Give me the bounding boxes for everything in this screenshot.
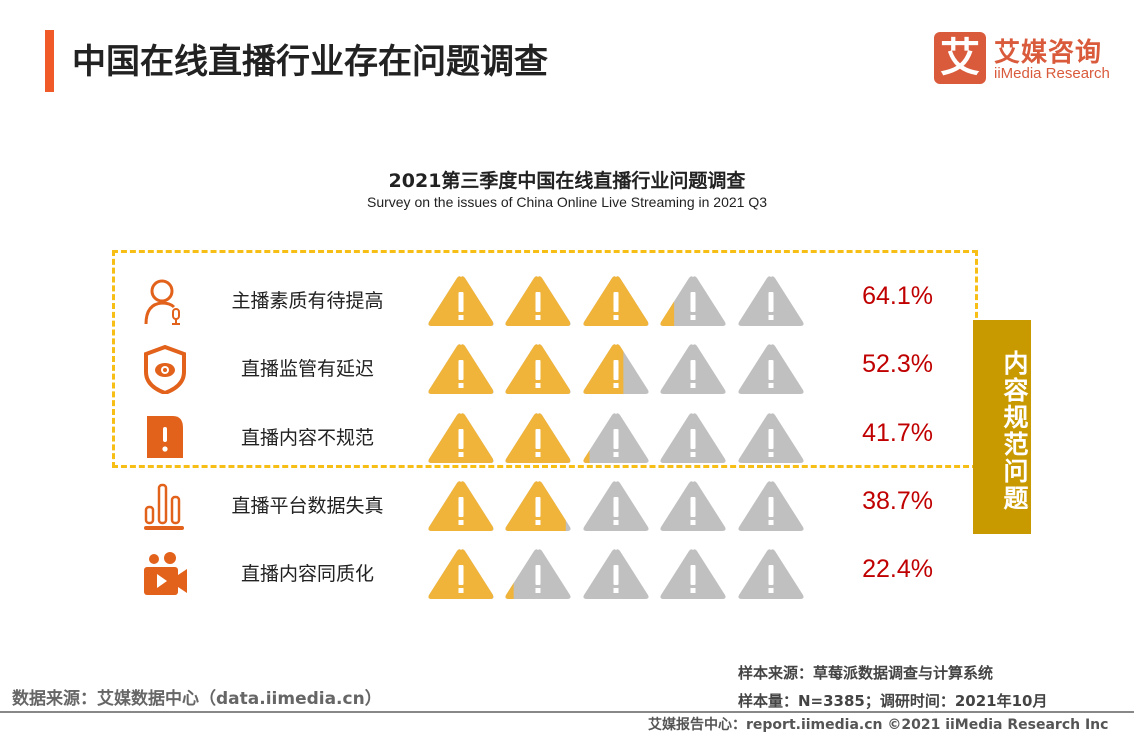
bar-chart-icon xyxy=(140,481,190,531)
chart-subtitle: Survey on the issues of China Online Liv… xyxy=(366,194,767,210)
warning-triangle-icon xyxy=(659,343,727,395)
warning-triangle-icon xyxy=(504,412,572,464)
warning-triangle-icon xyxy=(427,548,495,600)
value-label: 38.7% xyxy=(862,487,933,515)
warning-triangle-icon xyxy=(582,343,650,395)
pictograph-row: 直播内容同质化 22.4% xyxy=(0,543,1134,603)
category-label: 主播素质有待提高 xyxy=(231,290,384,312)
data-source: 数据来源：艾媒数据中心（data.iimedia.cn） xyxy=(12,689,382,709)
warning-triangle-icon xyxy=(659,412,727,464)
category-label: 直播内容不规范 xyxy=(240,427,374,449)
value-label: 41.7% xyxy=(862,419,933,447)
warning-triangle-icon xyxy=(504,480,572,532)
warning-triangle-icon xyxy=(427,480,495,532)
value-label: 52.3% xyxy=(862,350,933,378)
category-label: 直播平台数据失真 xyxy=(231,495,384,517)
warning-triangle-icon xyxy=(659,275,727,327)
logo-name-cn: 艾媒咨询 xyxy=(994,38,1103,68)
warning-triangle-icon xyxy=(427,275,495,327)
warning-triangle-icon xyxy=(659,480,727,532)
video-camera-icon xyxy=(140,549,190,599)
footer-divider xyxy=(0,711,1134,713)
warning-triangle-icon xyxy=(737,548,805,600)
logo-name-en: iiMedia Research xyxy=(994,65,1110,82)
warning-triangle-icon xyxy=(737,275,805,327)
chart-title: 2021第三季度中国在线直播行业问题调查 xyxy=(388,170,746,192)
page-title: 中国在线直播行业存在问题调查 xyxy=(72,42,548,82)
warning-triangle-icon xyxy=(737,480,805,532)
value-label: 22.4% xyxy=(862,555,933,583)
warning-triangle-icon xyxy=(427,343,495,395)
warning-triangle-icon xyxy=(582,548,650,600)
warning-triangle-icon xyxy=(504,343,572,395)
person-mic-icon xyxy=(140,276,190,326)
category-label: 直播监管有延迟 xyxy=(240,358,374,380)
warning-triangle-icon xyxy=(659,548,727,600)
warning-triangle-icon xyxy=(582,412,650,464)
warning-triangle-icon xyxy=(504,548,572,600)
warning-triangle-icon xyxy=(427,412,495,464)
alert-doc-icon xyxy=(140,413,190,463)
warning-triangle-icon xyxy=(737,412,805,464)
sample-info: 样本量：N=3385；调研时间：2021年10月 xyxy=(738,692,1048,710)
pictograph-row: 直播内容不规范 41.7% xyxy=(0,407,1134,467)
warning-triangle-icon xyxy=(582,480,650,532)
value-label: 64.1% xyxy=(862,282,933,310)
warning-triangle-icon xyxy=(582,275,650,327)
copyright: 艾媒报告中心：report.iimedia.cn ©2021 iiMedia R… xyxy=(648,717,1109,733)
warning-triangle-icon xyxy=(737,343,805,395)
warning-triangle-icon xyxy=(504,275,572,327)
category-label: 直播内容同质化 xyxy=(240,563,374,585)
logo-mark: 艾 xyxy=(934,32,986,84)
pictograph-row: 直播监管有延迟 52.3% xyxy=(0,338,1134,398)
title-accent-bar xyxy=(45,30,54,92)
iimedia-logo: 艾 艾媒咨询 iiMedia Research xyxy=(934,32,1114,86)
group-label: 内容规范问题 xyxy=(973,320,1031,534)
shield-eye-icon xyxy=(140,344,190,396)
sample-source: 样本来源：草莓派数据调查与计算系统 xyxy=(738,664,994,682)
pictograph-row: 主播素质有待提高 64.1% xyxy=(0,270,1134,330)
pictograph-row: 直播平台数据失真 38.7% xyxy=(0,475,1134,535)
